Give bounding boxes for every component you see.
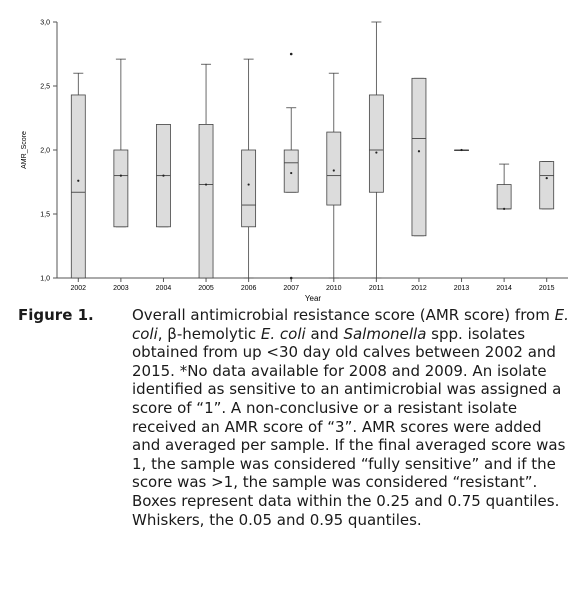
x-tick-label: 2010 xyxy=(326,285,342,292)
mean-marker xyxy=(332,169,335,172)
caption-run: spp. isolates obtained from up <30 day o… xyxy=(132,324,566,529)
x-tick-label: 2013 xyxy=(454,285,470,292)
mean-marker xyxy=(460,148,463,152)
box-iqr xyxy=(368,94,384,193)
x-tick-label: 2005 xyxy=(198,285,214,292)
mean-marker xyxy=(503,207,506,210)
box-2011 xyxy=(368,21,384,279)
box-iqr xyxy=(496,184,512,210)
axes: 1,0 1,5 2,0 2,5 3,0 2002 2003 2004 2005 2006 2007 2… xyxy=(40,20,568,292)
x-tick-label: 2011 xyxy=(369,285,384,292)
caption-run: , β-hemolytic xyxy=(157,324,261,343)
mean-marker xyxy=(119,174,122,177)
y-tick-label: 2,0 xyxy=(40,148,50,155)
y-axis-label: AMR_Score xyxy=(21,131,28,169)
caption-italic-term: Salmonella xyxy=(343,324,427,343)
x-axis-label: Year xyxy=(305,294,322,303)
caption-italic-term: E. coli xyxy=(260,324,306,343)
mean-marker xyxy=(545,177,548,180)
box-2002 xyxy=(70,72,86,279)
figure-caption: Figure 1. Overall antimicrobial resistan… xyxy=(18,306,570,529)
box-iqr xyxy=(326,131,342,206)
outlier-point xyxy=(289,276,293,280)
box-2006 xyxy=(241,58,257,279)
x-tick-label: 2003 xyxy=(113,285,129,292)
x-tick-label: 2002 xyxy=(71,285,87,292)
mean-marker xyxy=(417,150,421,153)
box-2004 xyxy=(156,124,171,228)
x-tick-label: 2014 xyxy=(496,285,512,292)
caption-italic-term: E. coli xyxy=(132,306,569,343)
mean-marker xyxy=(204,183,208,186)
box-2014 xyxy=(496,163,512,210)
caption-text: Overall antimicrobial resistance score (… xyxy=(132,306,570,529)
box-iqr xyxy=(241,149,257,228)
box-2015 xyxy=(539,161,555,210)
box-iqr xyxy=(539,161,555,210)
figure-label: Figure 1. xyxy=(18,306,94,324)
boxes xyxy=(70,21,555,280)
caption-run: and xyxy=(305,324,344,343)
y-tick-label: 1,5 xyxy=(40,212,50,219)
box-2005 xyxy=(198,63,214,279)
mean-marker xyxy=(247,183,250,186)
mean-marker xyxy=(290,171,293,175)
box-2012 xyxy=(411,77,427,237)
box-iqr xyxy=(113,149,129,228)
y-tick-label: 1,0 xyxy=(40,276,50,283)
mean-marker xyxy=(77,179,80,182)
box-iqr xyxy=(70,94,86,279)
box-2007 xyxy=(283,52,299,280)
mean-marker xyxy=(162,174,165,177)
x-tick-label: 2012 xyxy=(411,285,427,292)
box-2003 xyxy=(113,58,129,228)
mean-marker xyxy=(375,151,378,154)
x-tick-label: 2006 xyxy=(241,285,257,292)
box-iqr xyxy=(411,77,427,237)
caption-run: Overall antimicrobial resistance score (… xyxy=(132,306,555,324)
y-tick-label: 3,0 xyxy=(40,20,50,27)
outlier-point xyxy=(289,52,293,56)
box-iqr xyxy=(198,124,214,279)
box-2013 xyxy=(454,148,469,152)
x-tick-label: 2007 xyxy=(283,285,299,292)
box-iqr xyxy=(283,149,299,193)
box-plot-chart: 1,0 1,5 2,0 2,5 3,0 2002 2003 2004 2005 2006 2007 2… xyxy=(21,20,568,303)
x-tick-label: 2004 xyxy=(156,285,172,292)
y-tick-label: 2,5 xyxy=(40,84,50,91)
x-tick-label: 2015 xyxy=(539,285,555,292)
box-2010 xyxy=(326,72,342,279)
